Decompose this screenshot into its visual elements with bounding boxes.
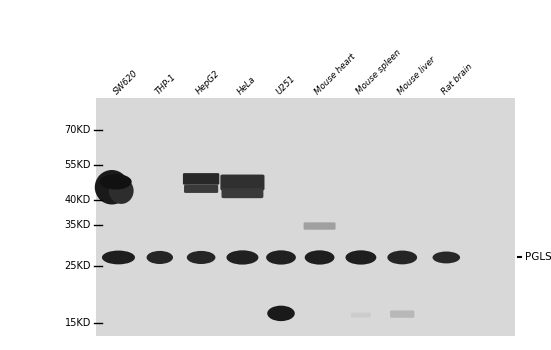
Text: SW620: SW620 xyxy=(112,68,140,96)
Ellipse shape xyxy=(267,306,295,321)
FancyBboxPatch shape xyxy=(183,173,219,185)
FancyBboxPatch shape xyxy=(220,175,264,190)
Text: 35KD: 35KD xyxy=(64,220,91,230)
FancyBboxPatch shape xyxy=(184,185,218,193)
Ellipse shape xyxy=(109,178,133,204)
Text: 70KD: 70KD xyxy=(64,125,91,135)
Text: 25KD: 25KD xyxy=(64,261,91,271)
Text: PGLS: PGLS xyxy=(525,252,551,262)
Text: 55KD: 55KD xyxy=(64,160,91,170)
FancyBboxPatch shape xyxy=(96,98,515,336)
Ellipse shape xyxy=(187,251,215,264)
Text: U251: U251 xyxy=(274,74,297,96)
Text: HeLa: HeLa xyxy=(236,75,258,96)
Ellipse shape xyxy=(226,250,258,265)
Text: HepG2: HepG2 xyxy=(195,69,222,96)
FancyBboxPatch shape xyxy=(390,310,414,318)
Text: 40KD: 40KD xyxy=(64,195,91,205)
Ellipse shape xyxy=(95,170,129,204)
FancyBboxPatch shape xyxy=(222,188,263,198)
Ellipse shape xyxy=(266,250,296,265)
Ellipse shape xyxy=(100,174,132,189)
Text: Mouse spleen: Mouse spleen xyxy=(354,48,403,96)
Text: 15KD: 15KD xyxy=(64,318,91,328)
Text: Mouse liver: Mouse liver xyxy=(396,55,437,96)
Text: Rat brain: Rat brain xyxy=(440,62,474,96)
Ellipse shape xyxy=(345,250,376,265)
Ellipse shape xyxy=(305,250,334,265)
Ellipse shape xyxy=(102,251,135,264)
FancyBboxPatch shape xyxy=(351,313,371,317)
Ellipse shape xyxy=(387,251,417,264)
Text: Mouse heart: Mouse heart xyxy=(313,52,358,96)
Ellipse shape xyxy=(147,251,173,264)
Text: THP-1: THP-1 xyxy=(153,72,177,96)
FancyBboxPatch shape xyxy=(304,222,336,230)
Ellipse shape xyxy=(433,252,460,264)
